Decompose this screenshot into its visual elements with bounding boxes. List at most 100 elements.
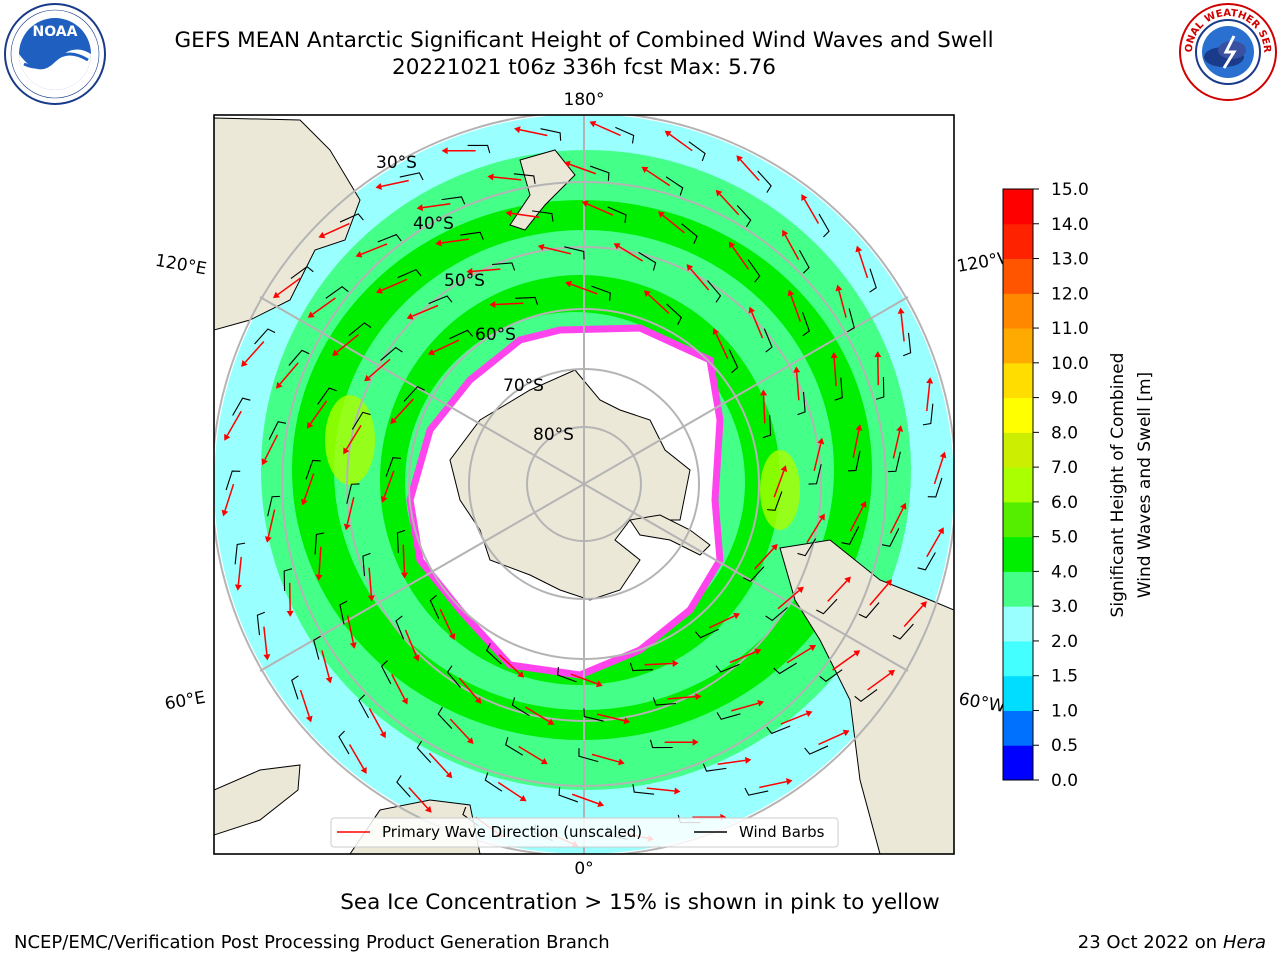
wave-direction-arrow <box>646 787 675 792</box>
wind-barb <box>484 772 503 792</box>
wave-direction-arrowhead <box>435 239 442 247</box>
wave-direction-arrow <box>346 496 355 525</box>
wind-barb <box>798 249 810 274</box>
wave-direction-arrowhead <box>474 696 482 704</box>
wave-direction-arrowhead <box>517 671 525 678</box>
wave-direction-arrow <box>381 278 408 292</box>
wave-direction-arrow <box>731 245 750 270</box>
wave-direction-arrowhead <box>224 433 231 441</box>
colorbar-tick-label: 13.0 <box>1051 250 1089 270</box>
wave-direction-arrow <box>717 759 746 765</box>
wave-direction-arrow <box>594 123 621 137</box>
wave-direction-arrow <box>493 176 522 181</box>
wind-barb <box>589 165 610 181</box>
wave-direction-arrowhead <box>782 229 789 237</box>
wave-direction-arrowhead <box>853 650 861 657</box>
wind-barb <box>339 213 364 223</box>
wave-direction-arrowhead <box>897 307 905 314</box>
wave-direction-arrowhead <box>780 465 788 473</box>
wind-barb <box>305 459 321 480</box>
lon-label-lower-left: 60°E <box>163 688 207 715</box>
wave-direction-arrowhead <box>581 200 589 208</box>
wind-barb <box>834 377 843 401</box>
wave-direction-arrow <box>569 163 597 175</box>
wave-direction-arrow <box>383 470 395 498</box>
wave-direction-arrowhead <box>855 245 863 253</box>
wind-barb <box>869 268 877 293</box>
wind-barb <box>288 349 310 366</box>
wind-barb <box>747 259 761 283</box>
wave-direction-arrow <box>422 203 451 209</box>
colorbar-segment <box>1003 328 1033 364</box>
wind-barb <box>922 403 934 426</box>
wind-barb <box>802 312 810 337</box>
wave-direction-arrowhead <box>343 523 351 531</box>
wave-direction-arrowhead <box>263 654 271 661</box>
wave-direction-arrowhead <box>830 352 838 359</box>
noaa-logo-text: NOAA <box>33 24 78 40</box>
wave-direction-arrow <box>933 457 944 485</box>
wave-direction-arrow <box>869 583 889 606</box>
wave-direction-arrowhead <box>401 697 408 705</box>
legend-wave-label: Primary Wave Direction (unscaled) <box>382 823 642 841</box>
wave-direction-arrow <box>903 605 924 627</box>
wind-barb <box>511 697 530 717</box>
wave-direction-arrow <box>646 169 671 187</box>
wave-direction-arrowhead <box>623 717 631 725</box>
wind-barb <box>694 628 719 639</box>
wind-barb <box>446 665 461 688</box>
wind-barb <box>396 529 406 553</box>
wind-barb <box>403 385 425 402</box>
wind-barb <box>841 526 860 545</box>
wind-barb <box>396 775 411 798</box>
wave-direction-arrowhead <box>771 543 778 551</box>
wind-barb <box>428 295 453 305</box>
wind-barb <box>325 286 349 299</box>
wind-barb <box>607 206 627 223</box>
wave-direction-arrow <box>852 430 860 458</box>
wind-barb <box>291 675 299 700</box>
wave-direction-arrowhead <box>355 251 363 258</box>
wind-barb <box>234 542 246 565</box>
wave-direction-arrow <box>849 505 864 532</box>
wave-direction-arrow <box>570 673 598 685</box>
lat-label-60s: 60°S <box>475 325 516 345</box>
wind-barb <box>615 126 635 144</box>
wave-direction-arrowhead <box>537 243 545 251</box>
colorbar-segment <box>1003 397 1033 433</box>
wave-direction-arrow <box>867 672 891 691</box>
wind-barb <box>797 538 817 557</box>
africa-land <box>214 764 301 836</box>
colorbar-tick-label: 0.0 <box>1051 771 1078 791</box>
wind-barb <box>397 268 422 279</box>
wave-direction-arrow <box>449 718 470 741</box>
colorbar-segment <box>1003 606 1033 642</box>
wave-direction-arrowhead <box>540 758 548 765</box>
wave-direction-arrowhead <box>658 211 665 218</box>
wave-direction-arrowhead <box>367 595 375 602</box>
wave-direction-arrow <box>618 245 644 262</box>
wind-barb <box>816 598 838 615</box>
wave-direction-arrowhead <box>754 648 762 656</box>
wave-direction-arrow <box>667 695 696 700</box>
wave-direction-arrow <box>312 297 336 315</box>
wind-barb <box>652 697 677 706</box>
wind-barb <box>716 712 741 720</box>
wind-barb <box>491 262 516 271</box>
wave-direction-arrowhead <box>264 536 272 543</box>
lat-label-40s: 40°S <box>413 214 454 234</box>
wave-direction-arrowhead <box>272 291 280 299</box>
wind-barb <box>765 607 788 622</box>
wind-barb <box>744 787 769 796</box>
wave-direction-arrow <box>318 546 322 575</box>
wave-direction-arrow <box>472 268 501 273</box>
colorbar-tick-label: 1.0 <box>1051 701 1078 721</box>
colorbar-tick-label: 11.0 <box>1051 319 1089 339</box>
wave-direction-arrowhead <box>617 758 625 766</box>
wave-direction-arrowhead <box>664 130 672 138</box>
wind-barb <box>767 491 783 511</box>
wind-barb <box>313 635 321 660</box>
colorbar-tick-label: 0.5 <box>1051 736 1078 756</box>
colorbar-tick-label: 5.0 <box>1051 528 1078 548</box>
